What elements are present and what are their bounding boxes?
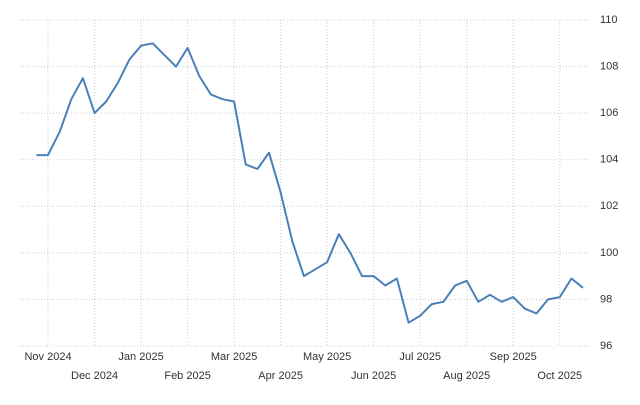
y-tick-label: 104 — [600, 154, 618, 166]
x-tick-label: Aug 2025 — [443, 370, 490, 382]
x-tick-label: Jun 2025 — [351, 370, 396, 382]
y-tick-label: 108 — [600, 60, 618, 72]
y-tick-label: 98 — [600, 293, 612, 305]
x-tick-label: Jul 2025 — [399, 351, 441, 363]
x-tick-label: May 2025 — [303, 351, 351, 363]
x-tick-label: Mar 2025 — [211, 351, 257, 363]
x-tick-label: Nov 2024 — [24, 351, 71, 363]
y-tick-label: 96 — [600, 340, 612, 352]
y-tick-label: 100 — [600, 247, 618, 259]
x-tick-label: Jan 2025 — [118, 351, 163, 363]
x-tick-label: Feb 2025 — [164, 370, 210, 382]
x-tick-label: Sep 2025 — [490, 351, 537, 363]
y-tick-label: 102 — [600, 200, 618, 212]
x-tick-label: Apr 2025 — [258, 370, 303, 382]
y-tick-label: 106 — [600, 107, 618, 119]
x-tick-label: Dec 2024 — [71, 370, 118, 382]
x-tick-label: Oct 2025 — [537, 370, 582, 382]
data-line — [36, 42, 584, 324]
y-tick-label: 110 — [600, 14, 618, 26]
